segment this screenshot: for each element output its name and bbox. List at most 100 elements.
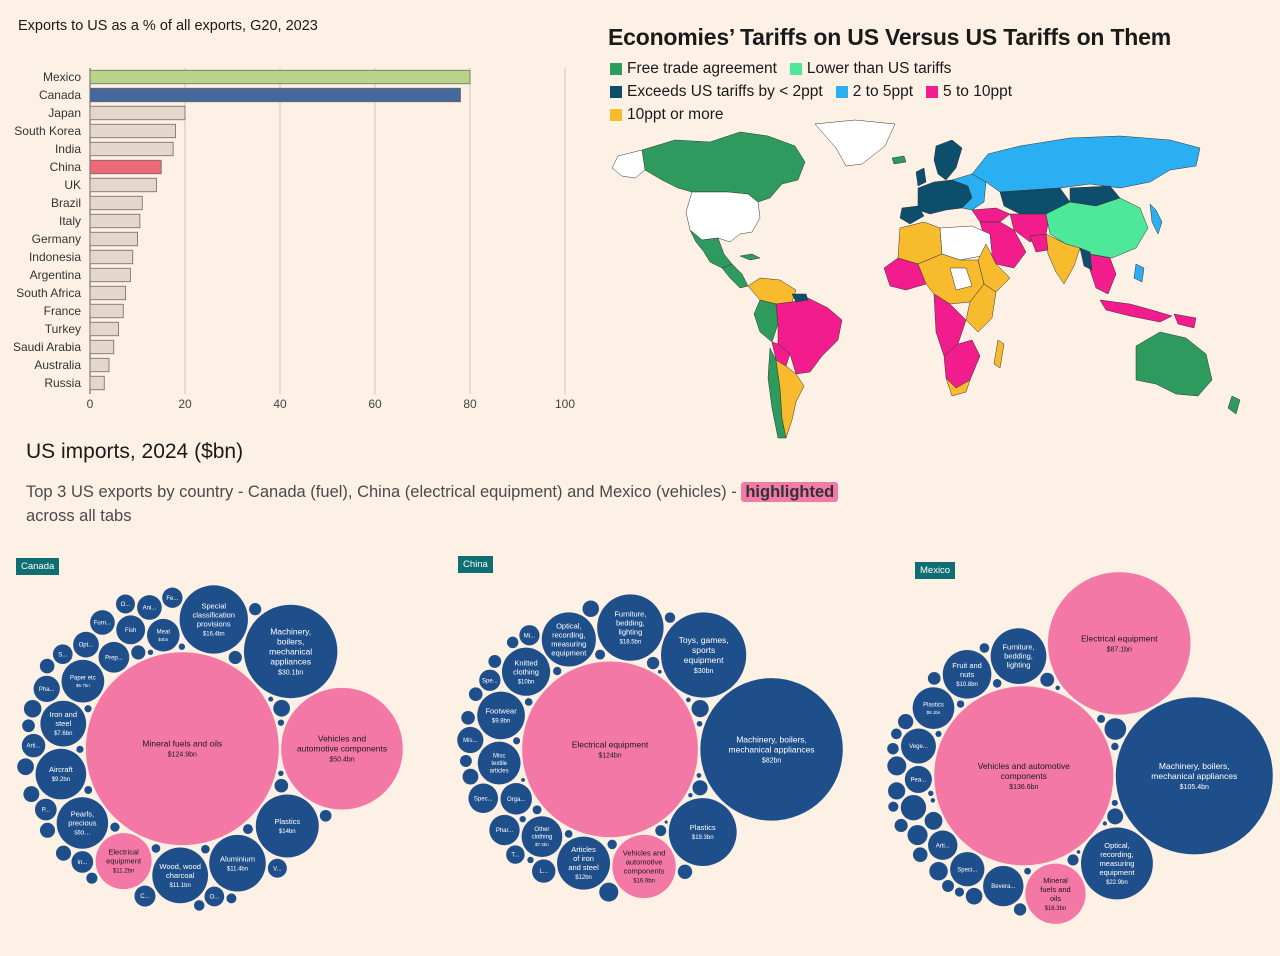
- bubble[interactable]: Furniture,bedding,lighting $18.5bn: [597, 594, 664, 661]
- bubble[interactable]: [524, 698, 533, 706]
- bubble[interactable]: [488, 655, 502, 668]
- tab-china[interactable]: China: [458, 556, 493, 573]
- bubble[interactable]: Furn...: [90, 610, 115, 635]
- bubble[interactable]: [691, 700, 709, 718]
- bubble[interactable]: Electrical equipment $87.1bn: [1047, 572, 1191, 715]
- bubble[interactable]: Fe...: [162, 587, 183, 608]
- bubble[interactable]: [519, 815, 526, 823]
- bubble[interactable]: [930, 798, 936, 803]
- bubble[interactable]: Paper etc$6.7bn: [61, 659, 105, 703]
- bubble[interactable]: [1107, 808, 1124, 825]
- bubble[interactable]: [39, 822, 56, 838]
- bubble[interactable]: [657, 669, 662, 674]
- bubble[interactable]: [131, 645, 146, 660]
- bubble[interactable]: [22, 719, 35, 733]
- bubble[interactable]: Prep...: [98, 641, 130, 673]
- bubble[interactable]: [319, 809, 332, 822]
- bubble[interactable]: Ani...: [137, 595, 162, 620]
- bubble[interactable]: Aluminium $11.4bn: [209, 834, 266, 892]
- bubble[interactable]: [928, 790, 934, 797]
- bubble[interactable]: [1013, 903, 1027, 916]
- bubble[interactable]: Plastics $14bn: [255, 794, 319, 858]
- bubble[interactable]: [696, 773, 702, 778]
- bubble[interactable]: [274, 778, 289, 793]
- bubble[interactable]: [277, 719, 285, 726]
- bubble[interactable]: [927, 672, 941, 685]
- bubble[interactable]: [532, 805, 542, 815]
- bubble[interactable]: Mi...: [519, 625, 540, 646]
- bubble[interactable]: [912, 847, 928, 862]
- bubble[interactable]: [891, 728, 902, 740]
- bubble[interactable]: [888, 782, 906, 800]
- bubble[interactable]: [1102, 821, 1107, 826]
- bubble[interactable]: [954, 887, 965, 897]
- bubble[interactable]: [462, 768, 479, 785]
- bubble[interactable]: [664, 820, 668, 824]
- bubble[interactable]: [992, 679, 1002, 688]
- bubble[interactable]: [513, 737, 521, 745]
- bubble[interactable]: [468, 687, 483, 702]
- bubble[interactable]: [965, 887, 983, 905]
- bubble[interactable]: [151, 844, 161, 853]
- tab-mexico[interactable]: Mexico: [915, 562, 956, 579]
- bubble[interactable]: O...: [204, 886, 225, 907]
- bubble[interactable]: [935, 730, 942, 738]
- bubble[interactable]: [664, 612, 676, 623]
- bubble[interactable]: Machinery, boilers,mechanical appliances…: [1115, 697, 1273, 855]
- bubble[interactable]: [506, 636, 519, 649]
- bubble[interactable]: [887, 742, 899, 755]
- bubble[interactable]: [1067, 854, 1079, 866]
- bubble[interactable]: Furniture,bedding,lighting: [990, 628, 1047, 684]
- bubble[interactable]: [979, 643, 990, 653]
- bubble[interactable]: S...: [52, 644, 73, 665]
- bubble[interactable]: [907, 825, 928, 846]
- bubble[interactable]: [897, 713, 914, 730]
- bubble[interactable]: [692, 780, 708, 796]
- bubble[interactable]: Arti...: [928, 830, 958, 860]
- bubble[interactable]: [23, 786, 40, 803]
- bubble[interactable]: [942, 880, 955, 892]
- bubble[interactable]: [76, 745, 84, 753]
- bubble[interactable]: L...: [532, 859, 556, 883]
- bubble[interactable]: [55, 845, 72, 861]
- bubble[interactable]: [84, 705, 92, 713]
- bubble[interactable]: Bevera...: [983, 865, 1024, 907]
- bubble[interactable]: [646, 656, 660, 670]
- bubble[interactable]: [900, 794, 927, 821]
- bubble[interactable]: [894, 818, 908, 833]
- bubble[interactable]: [1111, 742, 1119, 751]
- bubble[interactable]: Plastics $19.3bn: [668, 798, 737, 866]
- bubble[interactable]: [956, 700, 965, 708]
- bubble[interactable]: Footwear $9.8bn: [477, 691, 525, 740]
- bubble[interactable]: [521, 778, 525, 782]
- bubble[interactable]: [23, 699, 42, 718]
- bubble[interactable]: [1104, 718, 1127, 740]
- bubble[interactable]: [273, 699, 290, 717]
- bubble[interactable]: [17, 758, 34, 776]
- bubble[interactable]: [1097, 714, 1106, 723]
- bubble[interactable]: [201, 844, 210, 854]
- bubble[interactable]: [1040, 672, 1055, 687]
- bubble[interactable]: Pearls,precioussto...: [56, 797, 109, 849]
- bubble[interactable]: [278, 770, 284, 777]
- bubble[interactable]: [599, 882, 619, 902]
- bubble[interactable]: [595, 649, 606, 660]
- bubble[interactable]: [1024, 867, 1031, 875]
- bubble[interactable]: [459, 755, 472, 767]
- bubble[interactable]: P...: [34, 798, 57, 821]
- bubble[interactable]: [527, 856, 534, 864]
- bubble[interactable]: Speci...: [950, 851, 985, 887]
- bubble[interactable]: [1111, 799, 1118, 806]
- bubble[interactable]: [268, 696, 274, 702]
- bubble[interactable]: Other clothing$7.3bn: [521, 816, 563, 858]
